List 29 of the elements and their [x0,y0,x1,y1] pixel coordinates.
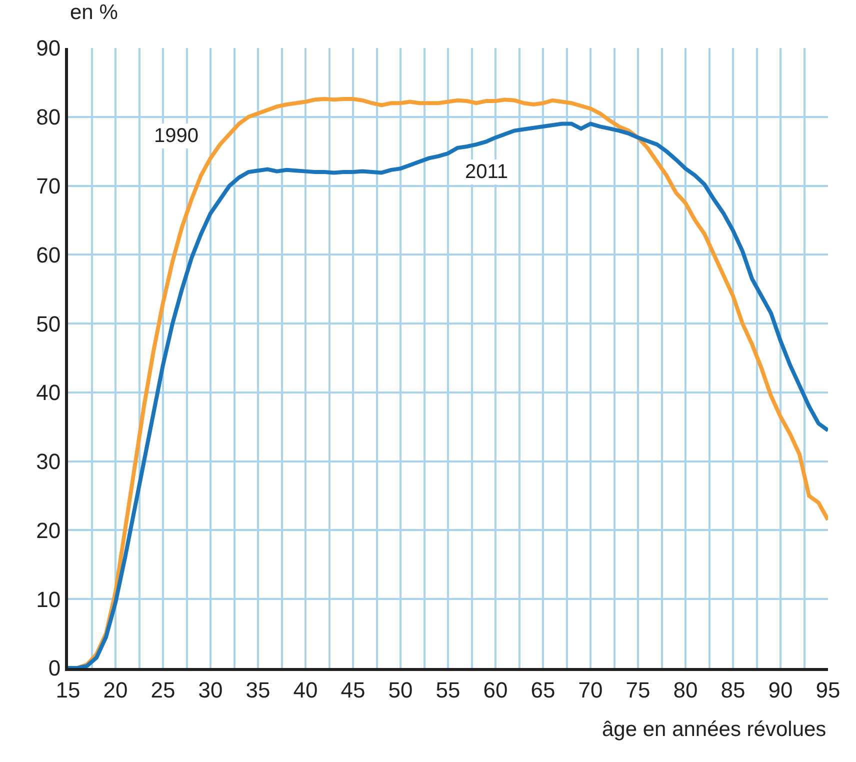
x-tick-label: 25 [150,677,176,702]
x-tick-label: 45 [340,677,366,702]
y-tick-label: 70 [36,173,61,198]
x-tick-label: 40 [293,677,318,702]
x-tick-label: 95 [816,677,840,702]
series-label: 1990 [154,125,198,147]
y-tick-label: 30 [36,449,61,474]
x-tick-label: 85 [720,677,746,702]
y-tick-label: 20 [36,518,61,543]
series-label: 2011 [465,161,508,183]
y-axis-title: en % [70,1,118,24]
y-tick-label: 80 [36,104,61,130]
y-tick-label: 10 [36,586,61,612]
x-tick-label: 55 [436,677,460,702]
x-tick-label: 80 [673,677,698,702]
y-tick-label: 40 [36,380,61,406]
x-tick-label: 70 [578,677,603,702]
x-tick-label: 50 [388,677,413,702]
x-tick-label: 30 [198,677,223,702]
x-tick-label: 35 [246,677,270,702]
x-tick-label: 20 [103,677,128,702]
x-tick-label: 90 [768,677,793,702]
x-axis-title: âge en années révolues [602,718,826,741]
x-tick-label: 75 [626,677,650,702]
y-tick-label: 50 [36,311,61,336]
y-tick-label: 90 [36,36,61,61]
x-tick-label: 60 [483,677,508,702]
x-tick-label: 65 [530,677,556,702]
y-tick-label: 60 [36,242,61,268]
